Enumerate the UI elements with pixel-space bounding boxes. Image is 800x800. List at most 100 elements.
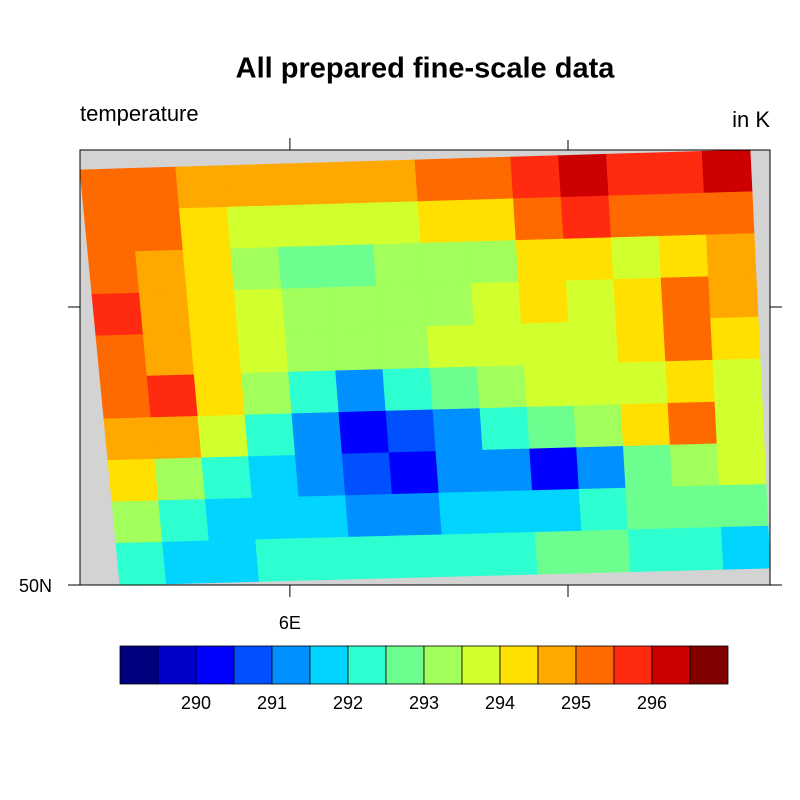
field-cell [606,152,657,197]
field-cell [578,487,629,532]
field-cell [669,443,720,488]
colorbar-box [461,645,501,685]
field-cell [270,162,324,207]
field-cell [476,365,528,410]
field-cell [385,409,437,454]
x-tick-label: 6E [279,613,301,633]
colorbar-box [385,645,425,685]
field-cell [426,324,478,369]
field-cell [79,168,133,212]
subtitle-right: in K [732,107,770,132]
field-cell [391,492,443,537]
field-cell [178,206,232,251]
field-cell [674,527,724,571]
field-cell [298,495,350,539]
field-cell [618,361,669,406]
field-cell [471,281,522,326]
colorbar-label: 292 [333,693,363,713]
field-cell [625,486,676,531]
colorbar-label: 293 [409,693,439,713]
field-cell [660,276,712,321]
field-cell [150,415,203,460]
field-cell [568,320,619,365]
field-cell [182,248,235,293]
field-cell [521,322,572,367]
field-cell [620,402,671,447]
field-cell [656,192,707,237]
field-cell [627,528,678,573]
field-cell [462,156,514,201]
field-cell [281,287,333,332]
field-cell [468,240,520,284]
colorbar-label: 290 [181,693,211,713]
map-frame [79,149,771,586]
field-cell [162,540,214,585]
field-cell [610,235,662,280]
colorbar-box [271,645,311,685]
field-cell [154,457,206,502]
field-cell [366,159,419,204]
field-cell [526,405,577,450]
colorbar-box [309,645,349,685]
colorbar-label: 294 [485,693,515,713]
field-cell [294,453,347,498]
field-cell [99,375,152,420]
field-cell [115,541,167,586]
field-cell [248,454,300,499]
field-cell [325,244,378,289]
colorbar-box [537,645,577,685]
field-cell [87,251,140,295]
field-cell [465,198,517,243]
field-cell [701,149,753,194]
colorbar-label: 296 [637,693,667,713]
field-cell [158,499,210,543]
field-cell [714,400,765,445]
field-cell [369,201,422,246]
field-cell [581,529,632,574]
field-cell [663,318,714,363]
field-cell [510,155,562,200]
field-cell [417,199,469,244]
colorbar-box [423,645,463,685]
field-cell [658,234,709,279]
field-cell [288,370,340,415]
field-cell [721,525,771,570]
field-cell [388,451,440,495]
colorbar-box [689,645,729,685]
field-cell [615,319,667,364]
field-cell [251,496,303,541]
field-cell [131,208,184,253]
field-cell [712,358,763,403]
colorbar-label: 291 [257,693,287,713]
field-cell [135,249,188,294]
colorbar-box [157,645,197,685]
field-cell [127,166,180,211]
field-cell [301,536,353,581]
field-cell [672,485,722,530]
field-cell [103,417,156,461]
field-cell [226,205,279,250]
field-cell [91,292,144,337]
field-cell [328,285,381,330]
field-cell [718,483,769,528]
field-cell [318,161,371,205]
field-cell [372,242,425,287]
field-cell [573,404,624,449]
field-cell [488,531,539,576]
field-cell [111,500,164,544]
field-cell [414,158,467,203]
field-cell [515,238,567,283]
field-cell [291,412,343,456]
field-cell [190,331,242,376]
field-cell [348,535,400,580]
field-cell [532,489,583,533]
field-cell [379,326,431,370]
field-cell [107,458,160,503]
field-cell [204,497,257,542]
field-cell [420,241,472,286]
field-cell [563,237,615,282]
field-cell [394,534,446,579]
field-cell [523,363,575,408]
field-cell [479,406,531,451]
